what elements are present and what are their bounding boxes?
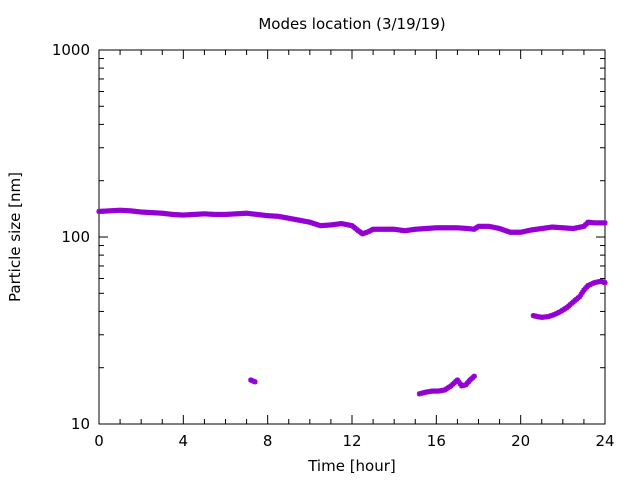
x-tick-label: 4 <box>179 432 189 450</box>
x-axis: 0 4 8 12 16 20 24 <box>94 50 615 450</box>
x-tick-label: 12 <box>342 432 361 450</box>
x-tick-label: 20 <box>511 432 530 450</box>
x-axis-label: Time [hour] <box>307 457 396 475</box>
plot-frame <box>98 49 606 425</box>
y-axis: 10 100 1000 <box>52 41 605 433</box>
x-tick-label: 24 <box>595 432 614 450</box>
y-tick-label: 1000 <box>52 41 90 59</box>
data-points <box>96 207 608 397</box>
chart-title: Modes location (3/19/19) <box>258 15 445 33</box>
data-point <box>602 280 608 286</box>
x-tick-label: 0 <box>94 432 104 450</box>
data-point <box>252 379 258 385</box>
y-tick-label: 10 <box>71 415 90 433</box>
y-tick-label: 100 <box>61 228 90 246</box>
x-tick-label: 16 <box>427 432 446 450</box>
data-point <box>602 220 608 226</box>
x-tick-label: 8 <box>263 432 273 450</box>
y-axis-label: Particle size [nm] <box>6 172 24 302</box>
data-point <box>471 373 477 379</box>
